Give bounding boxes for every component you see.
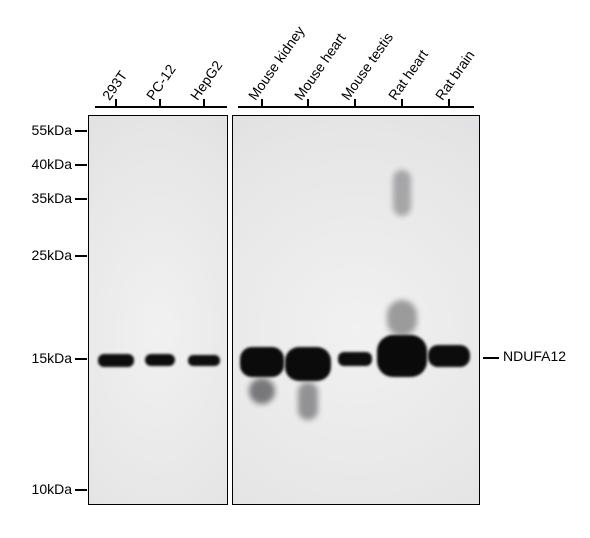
blot-frame-right	[232, 115, 480, 505]
smear-mouse-kidney	[249, 378, 275, 404]
lane-label-PC-12: PC-12	[143, 61, 179, 103]
blot-frame-left	[88, 115, 228, 505]
band-HepG2	[188, 355, 220, 366]
smear-rat-heart	[393, 170, 411, 216]
band-mouse-testis	[338, 352, 372, 366]
lane-tick	[115, 99, 117, 106]
lane-label-HepG2: HepG2	[187, 57, 226, 103]
lane-tick	[354, 99, 356, 106]
lane-tick	[261, 99, 263, 106]
lane-group-bar	[95, 106, 227, 108]
mw-label: 35kDa	[32, 190, 72, 206]
lane-tick	[307, 99, 309, 106]
lane-tick	[159, 99, 161, 106]
mw-label: 55kDa	[32, 122, 72, 138]
mw-tick	[75, 358, 87, 360]
protein-label: NDUFA12	[503, 348, 566, 364]
band-PC-12	[145, 354, 175, 366]
band-mouse-kidney	[240, 347, 284, 377]
mw-tick	[75, 198, 87, 200]
lane-tick	[203, 99, 205, 106]
mw-label: 25kDa	[32, 247, 72, 263]
lane-tick	[401, 99, 403, 106]
mw-label: 15kDa	[32, 350, 72, 366]
lane-label-rat-heart: Rat heart	[385, 47, 431, 103]
band-mouse-heart	[285, 347, 331, 381]
smear-mouse-heart	[298, 382, 318, 420]
mw-tick	[75, 130, 87, 132]
mw-tick	[75, 489, 87, 491]
mw-tick	[75, 255, 87, 257]
band-rat-brain	[428, 345, 470, 367]
mw-label: 10kDa	[32, 481, 72, 497]
protein-tick	[483, 357, 499, 359]
mw-tick	[75, 164, 87, 166]
lane-label-rat-brain: Rat brain	[432, 47, 478, 103]
lane-group-bar	[238, 106, 474, 108]
band-293T	[98, 354, 134, 367]
mw-label: 40kDa	[32, 156, 72, 172]
smear-rat-heart	[387, 300, 417, 336]
lane-label-293T: 293T	[99, 68, 130, 103]
band-rat-heart	[377, 335, 427, 377]
lane-tick	[448, 99, 450, 106]
